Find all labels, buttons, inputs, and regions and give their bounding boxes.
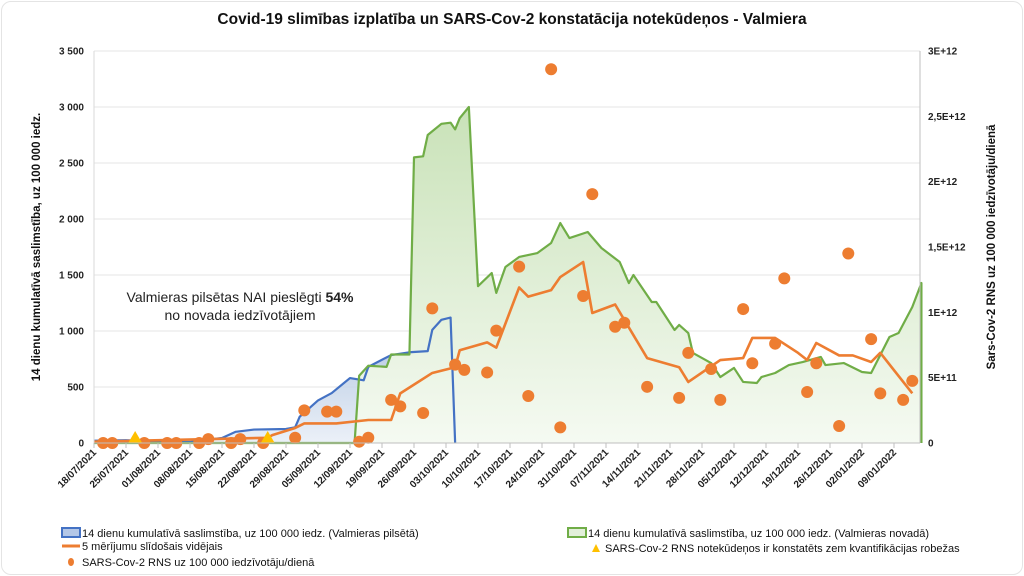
rns-point: [577, 290, 590, 302]
rns-point: [897, 393, 910, 406]
rns-point: [673, 391, 686, 404]
rns-point: [522, 389, 535, 402]
rns-point: [865, 333, 878, 346]
rns-point: [513, 260, 526, 273]
legend-swatch-triangle: [592, 544, 600, 552]
y-tick-right: 0: [928, 439, 934, 450]
rns-point: [481, 366, 494, 379]
legend-label-avg: 5 mērījumu slīdošais vidējais: [82, 541, 223, 553]
y-tick-left: 1 000: [59, 327, 84, 338]
y-tick-left: 0: [78, 439, 84, 450]
y-tick-left: 500: [67, 383, 84, 394]
rns-point: [385, 393, 398, 406]
rns-point: [362, 431, 375, 444]
y-tick-left: 3 500: [59, 47, 84, 58]
rns-point: [705, 363, 718, 376]
rns-point: [778, 272, 791, 285]
y-tick-right: 1,5E+12: [928, 243, 966, 254]
rns-point: [874, 387, 887, 400]
legend-label-city: 14 dienu kumulatīvā saslimstība, uz 100 …: [82, 528, 419, 540]
rns-point: [234, 433, 247, 446]
legend-swatch-rns: [68, 558, 74, 566]
rns-point: [330, 405, 343, 418]
y-tick-right: 2,5E+12: [928, 112, 966, 123]
annotation-line1: Valmieras pilsētas NAI pieslēgti 54%: [127, 289, 355, 305]
rns-point: [906, 374, 919, 387]
rns-point: [586, 188, 599, 201]
annotation-percent: 54%: [325, 289, 354, 305]
line-county: [94, 105, 923, 445]
rns-point: [714, 393, 727, 406]
legend-label-rns: SARS-Cov-2 RNS uz 100 000 iedzīvotāju/di…: [82, 557, 315, 569]
rns-point: [618, 316, 631, 329]
rns-point: [833, 420, 846, 433]
rns-point: [202, 433, 215, 446]
annotation-text: Valmieras pilsētas NAI pieslēgti: [127, 289, 326, 305]
below-limit-marker: [260, 431, 275, 443]
rns-point: [426, 302, 439, 315]
y-tick-right: 3E+12: [928, 47, 958, 58]
legend-label-county: 14 dienu kumulatīvā saslimstība, uz 100 …: [588, 528, 929, 540]
rns-point: [609, 320, 622, 333]
rns-point: [682, 346, 695, 359]
legend: 14 dienu kumulatīvā saslimstība, uz 100 …: [61, 527, 960, 569]
rns-point: [289, 431, 302, 444]
rns-point: [842, 247, 855, 260]
below-limit-marker: [128, 431, 143, 443]
rns-point: [449, 358, 462, 371]
area-county: [94, 107, 922, 443]
y-tick-right: 1E+12: [928, 308, 958, 319]
rns-point: [769, 337, 782, 350]
rns-point: [298, 404, 311, 417]
y-tick-left: 1 500: [59, 271, 84, 282]
rns-point: [353, 435, 366, 448]
chart-title: Covid-19 slimības izplatība un SARS-Cov-…: [217, 11, 807, 28]
rns-point: [810, 357, 823, 370]
y-tick-left: 3 000: [59, 103, 84, 114]
y-tick-right: 2E+12: [928, 177, 958, 188]
y-tick-right: 5E+11: [928, 373, 957, 384]
rns-point: [554, 421, 567, 434]
rns-point: [545, 63, 558, 76]
legend-label-below-limit: SARS-Cov-2 RNS notekūdeņos ir konstatēts…: [605, 543, 960, 555]
rns-point: [394, 400, 407, 413]
line-moving-average: [93, 260, 914, 443]
legend-swatch-city: [61, 527, 81, 538]
rns-point: [490, 324, 503, 337]
rns-point: [417, 406, 430, 419]
y-axis-right-label: Sars-Cov-2 RNS uz 100 000 iedzīvotāju/di…: [986, 124, 998, 369]
rns-point: [801, 386, 814, 399]
rns-point: [458, 363, 471, 376]
y-tick-left: 2 500: [59, 159, 84, 170]
rns-point: [321, 405, 334, 418]
legend-swatch-county: [567, 527, 587, 538]
rns-point: [641, 380, 654, 393]
annotation-line2: no novada iedzīvotājiem: [165, 307, 316, 323]
rns-point: [746, 357, 759, 370]
y-axis-left-label: 14 dienu kumulatīvā saslimstība, uz 100 …: [31, 113, 43, 381]
rns-point: [737, 303, 750, 316]
y-tick-left: 2 000: [59, 215, 84, 226]
